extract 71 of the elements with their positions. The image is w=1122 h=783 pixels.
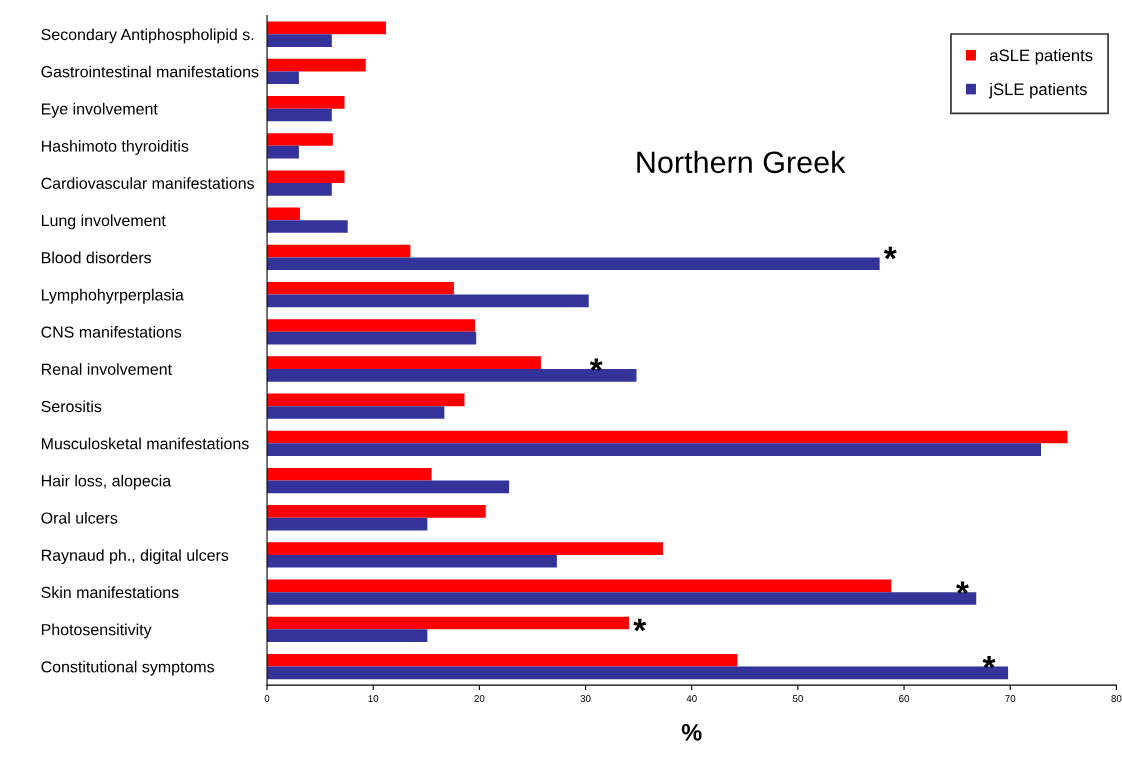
- bar: [267, 430, 1068, 444]
- y-tick-label: Cardiovascular manifestations: [41, 177, 255, 189]
- bar: [267, 257, 880, 271]
- bar: [267, 517, 428, 531]
- y-tick-label: Skin manifestations: [41, 586, 179, 599]
- bar: [267, 443, 1042, 457]
- legend-label: aSLE patients: [989, 49, 1093, 65]
- x-tick-label: 70: [1005, 695, 1016, 702]
- bar: [267, 34, 332, 47]
- bar: [267, 592, 977, 605]
- annotation: *: [589, 358, 603, 371]
- bar: [267, 281, 454, 295]
- bar: [267, 294, 589, 308]
- bar: [267, 393, 465, 407]
- bar: [267, 331, 477, 345]
- bar: [267, 145, 299, 159]
- annotation: Northern Greek: [637, 150, 846, 174]
- x-tick-label: 30: [580, 695, 591, 702]
- bar: [267, 183, 332, 196]
- y-tick-label: Musculosketal manifestations: [41, 437, 249, 450]
- y-tick-label: Serositis: [41, 400, 102, 413]
- y-tick-label: Blood disorders: [41, 251, 152, 264]
- bar: [267, 616, 630, 630]
- bar: [267, 356, 541, 369]
- x-tick-label: 20: [474, 695, 485, 702]
- bar: [267, 653, 738, 667]
- x-tick-label: 40: [686, 695, 697, 702]
- x-tick-label: 60: [899, 695, 910, 702]
- bar: [267, 467, 432, 481]
- x-tick-label: 50: [792, 695, 803, 702]
- y-tick-label: Hair loss, alopecia: [41, 474, 172, 490]
- bar: [267, 71, 299, 85]
- y-tick-label: Gastrointestinal manifestations: [41, 65, 259, 78]
- x-tick-label: 0: [264, 695, 270, 702]
- y-tick-label: Eye involvement: [41, 102, 158, 118]
- bar: [267, 220, 348, 233]
- bar: [267, 96, 345, 109]
- y-tick-label: Renal involvement: [41, 363, 172, 375]
- y-tick-label: Lymphohyrperplasia: [41, 288, 184, 304]
- y-tick-label: Constitutional symptoms: [41, 660, 215, 676]
- bar: [267, 629, 428, 642]
- bar: [267, 319, 476, 332]
- bar: [267, 21, 386, 35]
- legend-label: jSLE patients: [988, 82, 1087, 99]
- x-tick-label: 10: [368, 695, 379, 702]
- bar: [267, 58, 366, 72]
- annotation: *: [956, 581, 969, 594]
- annotation: *: [633, 618, 647, 632]
- bar: [267, 480, 510, 494]
- bar: [267, 554, 557, 568]
- bar: [267, 406, 445, 419]
- x-axis-title: %: [681, 724, 702, 741]
- bar: [267, 505, 486, 518]
- y-tick-label: Lung involvement: [41, 214, 166, 230]
- y-tick-label: Raynaud ph., digital ulcers: [41, 549, 229, 565]
- bar: [267, 170, 345, 184]
- bar: [267, 579, 892, 593]
- bar: [267, 133, 333, 146]
- bar: [267, 542, 664, 555]
- y-tick-label: CNS manifestations: [41, 326, 182, 338]
- bar: [267, 207, 300, 221]
- bar: [267, 666, 1009, 680]
- y-tick-label: Oral ulcers: [41, 511, 118, 524]
- annotation: *: [982, 655, 996, 669]
- y-tick-label: Hashimoto thyroiditis: [41, 140, 189, 155]
- annotation: *: [883, 246, 897, 260]
- bar: [267, 244, 411, 258]
- y-tick-label: Photosensitivity: [41, 623, 152, 639]
- bar: [267, 108, 332, 122]
- x-tick-label: 80: [1111, 695, 1122, 702]
- y-tick-label: Secondary Antiphospholipid s.: [41, 28, 254, 44]
